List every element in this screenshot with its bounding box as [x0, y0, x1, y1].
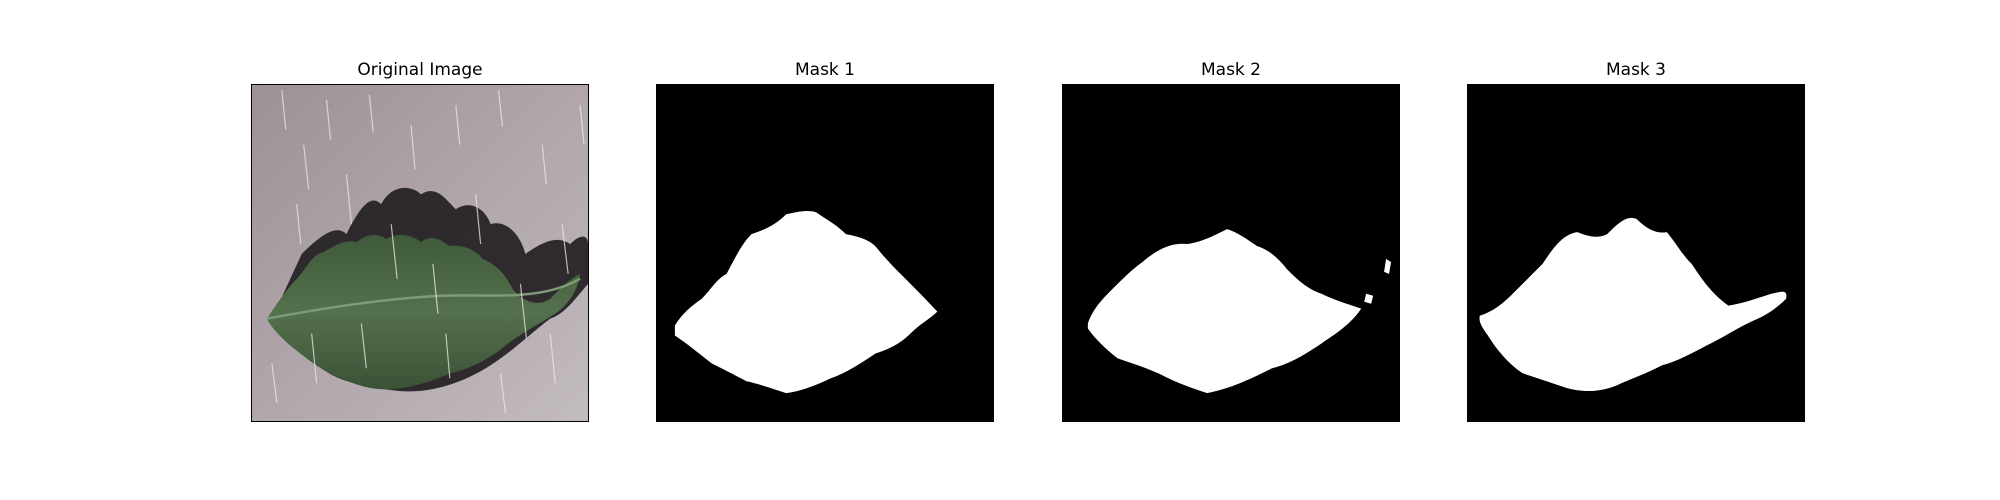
original-image [251, 84, 589, 422]
mask-2-image [1062, 84, 1400, 422]
mask-1-image [656, 84, 994, 422]
original-image-leaf-photo [252, 85, 588, 421]
panel-title: Mask 1 [794, 60, 855, 80]
panel-title: Original Image [357, 60, 483, 80]
panel-title: Mask 2 [1200, 60, 1261, 80]
mask-3-image [1467, 84, 1805, 422]
panel-title: Mask 3 [1605, 60, 1666, 80]
